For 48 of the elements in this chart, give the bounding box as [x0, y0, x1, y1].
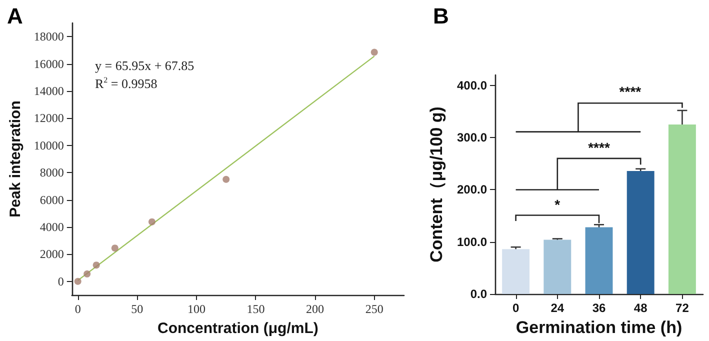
- y-tick-label: 0: [58, 274, 64, 288]
- x-tick-label: 48: [634, 301, 648, 315]
- y-tick-label: 200.0: [456, 182, 488, 197]
- bar: [502, 249, 530, 294]
- x-tick-label: 24: [550, 301, 564, 315]
- y-tick-label: 10000: [34, 138, 64, 152]
- x-tick-label: 50: [131, 302, 144, 316]
- point: [111, 244, 118, 252]
- point: [92, 262, 100, 269]
- annotation: ****: [619, 84, 642, 100]
- point: [84, 270, 91, 278]
- y-tick-label: 16000: [34, 56, 64, 71]
- y-tick-label: 6000: [40, 192, 64, 207]
- y-tick-label: 14000: [34, 84, 64, 98]
- y-tick-label: 12000: [34, 111, 64, 126]
- y-tick-label: 8000: [40, 166, 64, 180]
- bar: [668, 124, 696, 294]
- y-tick-label: 100.0: [456, 234, 488, 249]
- bar: [585, 227, 613, 294]
- chart-title: A: [7, 4, 23, 28]
- y-tick-label: 18000: [34, 30, 64, 44]
- point: [148, 218, 156, 226]
- x-tick-label: 0: [512, 301, 520, 315]
- x-tick-label: 0: [74, 302, 81, 316]
- point: [222, 176, 230, 183]
- y-tick-label: 300.0: [456, 130, 488, 145]
- x-tick-label: 150: [246, 302, 265, 316]
- y-tick-label: 4000: [40, 220, 64, 234]
- annotation: y = 65.95x + 67.85: [95, 58, 194, 73]
- bar: [626, 170, 654, 294]
- point: [74, 278, 82, 285]
- y-axis-title: Content（μg/100 g): [427, 106, 446, 262]
- point: [370, 48, 378, 56]
- y-tick-label: 400.0: [456, 78, 488, 92]
- y-tick-label: 2000: [40, 247, 64, 262]
- annotation: *: [554, 196, 561, 212]
- bar: [544, 240, 572, 294]
- y-axis-title: Peak integration: [7, 100, 24, 218]
- y-tick-label: 0.0: [470, 287, 488, 301]
- x-tick-label: 36: [592, 301, 606, 315]
- x-tick-label: 200: [306, 302, 324, 316]
- x-tick-label: 72: [676, 301, 690, 315]
- x-tick-label: 250: [365, 302, 384, 316]
- x-tick-label: 100: [187, 302, 206, 316]
- chart-title: B: [433, 4, 449, 28]
- x-axis-title: Germination time (h): [516, 318, 682, 337]
- annotation: ****: [588, 139, 610, 156]
- x-axis-title: Concentration (μg/mL): [158, 320, 318, 337]
